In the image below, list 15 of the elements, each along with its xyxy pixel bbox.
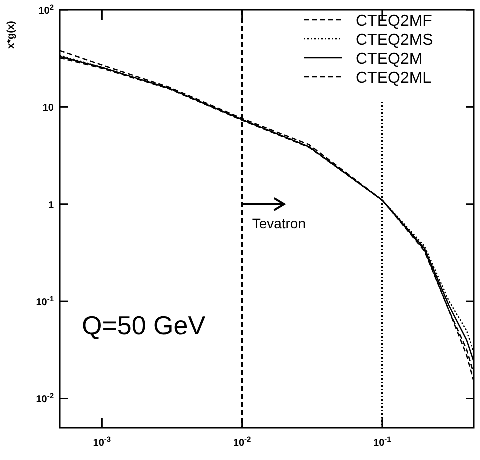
y-tick-label: 10$^{2}$ [38,2,54,17]
y-tick-label: 1 [48,200,54,212]
legend-label: CTEQ2MS [356,32,434,49]
y-tick-label: 10$^{-1}$ [36,294,54,309]
x-tick-label: 10$^{-3}$ [93,434,112,449]
legend-label: CTEQ2ML [356,70,432,87]
legend-label: CTEQ2MF [356,13,433,30]
y-tick-label: 10$^{-2}$ [36,391,54,406]
annotation: Tevatron [252,215,306,232]
y-axis-title: x*g(x) [6,21,17,49]
legend-label: CTEQ2M [356,51,423,68]
y-tick-label: 10 [42,103,54,114]
x-tick-label: 10$^{-2}$ [233,434,252,449]
x-tick-label: 10$^{-1}$ [374,434,392,449]
annotation: Q=50 GeV [82,310,206,340]
